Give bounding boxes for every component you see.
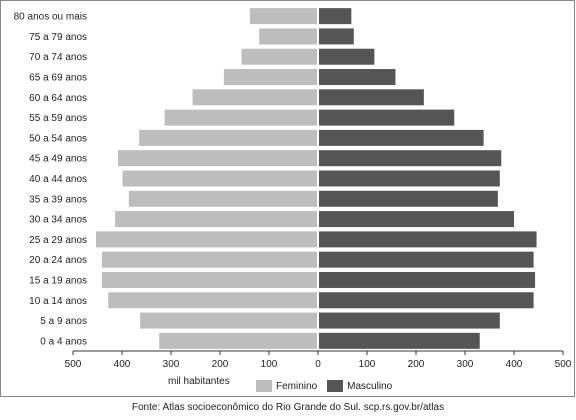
bar-feminino-35-a-39-anos (128, 190, 317, 207)
legend-label-masculino: Masculino (347, 380, 393, 392)
bar-feminino-5-a-9-anos (140, 312, 317, 329)
x-tick-label-right-300: 300 (457, 359, 474, 370)
age-label-50-a-54-anos: 50 a 54 anos (29, 133, 87, 144)
age-label-0-a-4-anos: 0 a 4 anos (40, 336, 87, 347)
legend: Feminino Masculino (256, 380, 402, 392)
bar-feminino-40-a-44-anos (122, 170, 317, 187)
bar-feminino-0-a-4-anos (159, 332, 317, 349)
age-label-30-a-34-anos: 30 a 34 anos (29, 215, 87, 226)
age-label-75-a-79-anos: 75 a 79 anos (29, 32, 87, 43)
legend-swatch-masculino (327, 380, 344, 392)
bar-feminino-80-anos-ou-mais (249, 8, 317, 25)
legend-label-feminino: Feminino (276, 380, 318, 392)
age-label-55-a-59-anos: 55 a 59 anos (29, 113, 87, 124)
age-label-40-a-44-anos: 40 a 44 anos (29, 174, 87, 185)
age-label-45-a-49-anos: 45 a 49 anos (29, 154, 87, 165)
legend-item-feminino: Feminino (256, 380, 327, 392)
bar-masculino-25-a-29-anos (319, 231, 537, 248)
bar-feminino-75-a-79-anos (259, 28, 317, 45)
age-label-5-a-9-anos: 5 a 9 anos (40, 316, 87, 327)
age-label-60-a-64-anos: 60 a 64 anos (29, 93, 87, 104)
chart-frame: 80 anos ou mais 75 a 79 anos 70 a 74 anos 6… (0, 0, 575, 397)
bar-masculino-35-a-39-anos (319, 190, 498, 207)
x-tick-label-right-100: 100 (359, 359, 376, 370)
bar-feminino-30-a-34-anos (115, 211, 318, 228)
x-tick-label-left-500: 500 (65, 359, 82, 370)
bar-masculino-45-a-49-anos (319, 150, 502, 167)
age-label-15-a-19-anos: 15 a 19 anos (29, 275, 87, 286)
bar-masculino-60-a-64-anos (319, 89, 424, 106)
bar-masculino-5-a-9-anos (319, 312, 500, 329)
bar-masculino-40-a-44-anos (319, 170, 500, 187)
bar-feminino-55-a-59-anos (164, 109, 317, 126)
bar-masculino-20-a-24-anos (319, 251, 534, 268)
x-tick-label-0: 0 (315, 359, 321, 370)
legend-swatch-feminino (256, 380, 272, 392)
age-label-25-a-29-anos: 25 a 29 anos (29, 235, 87, 246)
x-tick-label-right-200: 200 (408, 359, 425, 370)
age-label-10-a-14-anos: 10 a 14 anos (29, 296, 87, 307)
bar-masculino-15-a-19-anos (319, 271, 536, 288)
x-tick-label-left-400: 400 (114, 359, 131, 370)
bar-feminino-45-a-49-anos (118, 150, 317, 167)
bar-masculino-50-a-54-anos (319, 129, 484, 146)
x-tick-label-left-200: 200 (212, 359, 229, 370)
x-axis-title: mil habitantes (168, 376, 230, 387)
x-tick-label-left-100: 100 (261, 359, 278, 370)
bar-masculino-30-a-34-anos (319, 211, 515, 228)
population-pyramid-chart: 80 anos ou mais 75 a 79 anos 70 a 74 anos 6… (14, 8, 572, 370)
x-tick-label-left-300: 300 (163, 359, 180, 370)
bar-feminino-50-a-54-anos (139, 129, 317, 146)
bar-feminino-25-a-29-anos (96, 231, 317, 248)
bar-masculino-80-anos-ou-mais (319, 8, 352, 25)
bar-masculino-70-a-74-anos (319, 48, 375, 65)
bar-masculino-0-a-4-anos (319, 332, 480, 349)
bar-feminino-15-a-19-anos (101, 271, 317, 288)
legend-item-masculino: Masculino (327, 380, 402, 392)
x-tick-label-right-400: 400 (506, 359, 523, 370)
bar-feminino-65-a-69-anos (223, 69, 317, 86)
source-note: Fonte: Atlas socioeconômico do Rio Grand… (131, 402, 445, 413)
bar-masculino-55-a-59-anos (319, 109, 455, 126)
bar-feminino-70-a-74-anos (241, 48, 317, 65)
age-label-20-a-24-anos: 20 a 24 anos (29, 255, 87, 266)
bar-masculino-65-a-69-anos (319, 69, 396, 86)
bar-masculino-10-a-14-anos (319, 292, 534, 309)
age-label-80-anos-ou-mais: 80 anos ou mais (14, 12, 87, 23)
bar-feminino-60-a-64-anos (192, 89, 317, 106)
bar-feminino-20-a-24-anos (101, 251, 317, 268)
bar-feminino-10-a-14-anos (108, 292, 317, 309)
age-label-70-a-74-anos: 70 a 74 anos (29, 52, 87, 63)
bar-masculino-75-a-79-anos (319, 28, 354, 45)
x-tick-label-right-500: 500 (555, 359, 572, 370)
age-label-65-a-69-anos: 65 a 69 anos (29, 73, 87, 84)
age-label-35-a-39-anos: 35 a 39 anos (29, 194, 87, 205)
